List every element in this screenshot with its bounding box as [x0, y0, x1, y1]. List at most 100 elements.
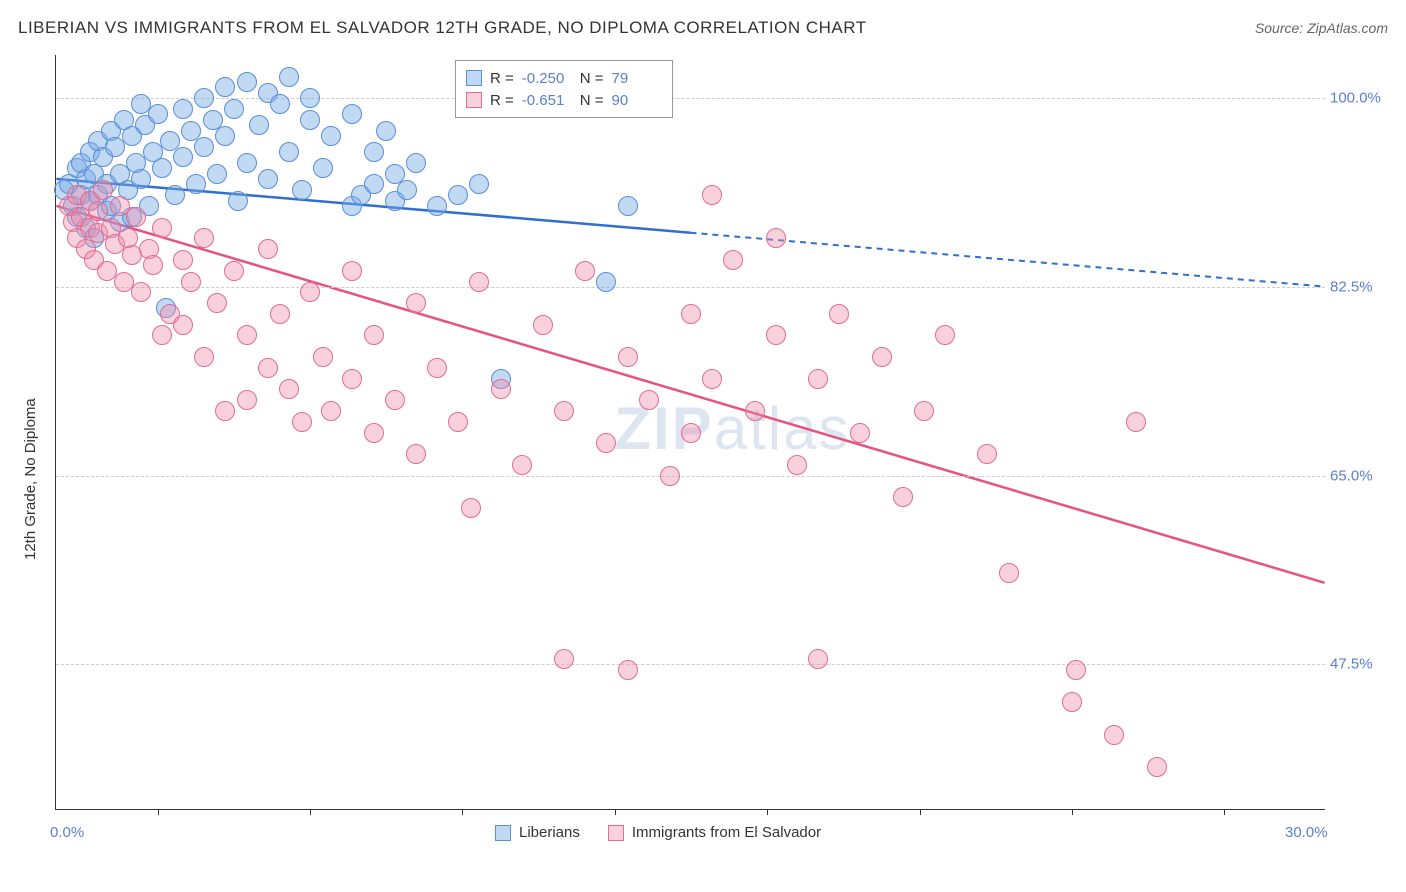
scatter-point-el_salvador: [406, 444, 426, 464]
scatter-point-liberians: [131, 169, 151, 189]
scatter-point-el_salvador: [808, 649, 828, 669]
x-tick: [767, 809, 768, 815]
y-tick-label: 82.5%: [1330, 278, 1385, 295]
x-tick: [1224, 809, 1225, 815]
scatter-point-el_salvador: [152, 218, 172, 238]
plot-area: ZIPatlas 100.0%82.5%65.0%47.5%: [55, 55, 1325, 810]
legend-swatch-el_salvador: [608, 825, 624, 841]
scatter-point-el_salvador: [258, 358, 278, 378]
scatter-point-el_salvador: [1147, 757, 1167, 777]
legend-label-liberians: Liberians: [519, 824, 580, 841]
stats-r-value-liberians: -0.250: [522, 70, 572, 87]
scatter-point-el_salvador: [491, 379, 511, 399]
scatter-point-el_salvador: [681, 304, 701, 324]
scatter-point-el_salvador: [181, 272, 201, 292]
x-tick: [462, 809, 463, 815]
y-tick-label: 47.5%: [1330, 656, 1385, 673]
scatter-point-el_salvador: [143, 255, 163, 275]
scatter-point-el_salvador: [237, 325, 257, 345]
scatter-point-el_salvador: [300, 282, 320, 302]
scatter-point-el_salvador: [935, 325, 955, 345]
scatter-point-el_salvador: [313, 347, 333, 367]
scatter-point-el_salvador: [1126, 412, 1146, 432]
scatter-point-liberians: [397, 180, 417, 200]
scatter-point-liberians: [279, 142, 299, 162]
chart-title: LIBERIAN VS IMMIGRANTS FROM EL SALVADOR …: [18, 18, 867, 38]
scatter-point-el_salvador: [914, 401, 934, 421]
scatter-point-el_salvador: [427, 358, 447, 378]
stats-n-value-el_salvador: 90: [612, 92, 662, 109]
scatter-point-liberians: [364, 174, 384, 194]
scatter-point-liberians: [207, 164, 227, 184]
y-tick-label: 65.0%: [1330, 467, 1385, 484]
scatter-point-el_salvador: [173, 315, 193, 335]
scatter-point-el_salvador: [237, 390, 257, 410]
gridline: [56, 287, 1325, 288]
scatter-point-el_salvador: [829, 304, 849, 324]
watermark-light: atlas: [714, 395, 851, 462]
scatter-point-liberians: [376, 121, 396, 141]
scatter-point-el_salvador: [850, 423, 870, 443]
scatter-point-el_salvador: [639, 390, 659, 410]
scatter-point-el_salvador: [93, 180, 113, 200]
scatter-point-liberians: [237, 153, 257, 173]
scatter-point-el_salvador: [723, 250, 743, 270]
scatter-point-liberians: [364, 142, 384, 162]
gridline: [56, 98, 1325, 99]
scatter-point-el_salvador: [766, 228, 786, 248]
scatter-point-liberians: [596, 272, 616, 292]
scatter-point-el_salvador: [215, 401, 235, 421]
gridline: [56, 664, 1325, 665]
scatter-point-el_salvador: [364, 423, 384, 443]
scatter-point-el_salvador: [681, 423, 701, 443]
scatter-point-el_salvador: [872, 347, 892, 367]
scatter-point-el_salvador: [279, 379, 299, 399]
scatter-point-liberians: [249, 115, 269, 135]
scatter-point-el_salvador: [224, 261, 244, 281]
scatter-point-el_salvador: [596, 433, 616, 453]
scatter-point-el_salvador: [258, 239, 278, 259]
scatter-point-el_salvador: [702, 369, 722, 389]
scatter-point-liberians: [194, 88, 214, 108]
scatter-point-el_salvador: [1062, 692, 1082, 712]
scatter-point-liberians: [448, 185, 468, 205]
scatter-point-el_salvador: [745, 401, 765, 421]
legend-label-el_salvador: Immigrants from El Salvador: [632, 824, 821, 841]
scatter-point-el_salvador: [194, 347, 214, 367]
scatter-point-el_salvador: [342, 369, 362, 389]
scatter-point-el_salvador: [660, 466, 680, 486]
scatter-point-el_salvador: [533, 315, 553, 335]
scatter-point-liberians: [165, 185, 185, 205]
scatter-point-liberians: [321, 126, 341, 146]
scatter-point-el_salvador: [152, 325, 172, 345]
scatter-point-el_salvador: [999, 563, 1019, 583]
scatter-point-liberians: [406, 153, 426, 173]
scatter-point-liberians: [300, 110, 320, 130]
stats-row-liberians: R =-0.250N =79: [466, 67, 662, 89]
scatter-point-el_salvador: [554, 401, 574, 421]
scatter-point-liberians: [300, 88, 320, 108]
stats-swatch-liberians: [466, 70, 482, 86]
scatter-point-el_salvador: [977, 444, 997, 464]
scatter-point-liberians: [148, 104, 168, 124]
legend-item-el_salvador: Immigrants from El Salvador: [608, 824, 821, 841]
scatter-point-el_salvador: [194, 228, 214, 248]
scatter-point-liberians: [173, 99, 193, 119]
x-tick: [615, 809, 616, 815]
scatter-point-el_salvador: [385, 390, 405, 410]
scatter-point-el_salvador: [461, 498, 481, 518]
stats-row-el_salvador: R =-0.651N =90: [466, 89, 662, 111]
scatter-point-liberians: [292, 180, 312, 200]
scatter-point-liberians: [618, 196, 638, 216]
scatter-point-el_salvador: [575, 261, 595, 281]
scatter-point-el_salvador: [173, 250, 193, 270]
scatter-point-liberians: [427, 196, 447, 216]
scatter-point-el_salvador: [270, 304, 290, 324]
scatter-point-el_salvador: [808, 369, 828, 389]
x-min-label: 0.0%: [50, 824, 84, 841]
scatter-point-el_salvador: [406, 293, 426, 313]
scatter-point-liberians: [228, 191, 248, 211]
scatter-point-el_salvador: [292, 412, 312, 432]
stats-r-label: R =: [490, 70, 514, 87]
stats-r-value-el_salvador: -0.651: [522, 92, 572, 109]
